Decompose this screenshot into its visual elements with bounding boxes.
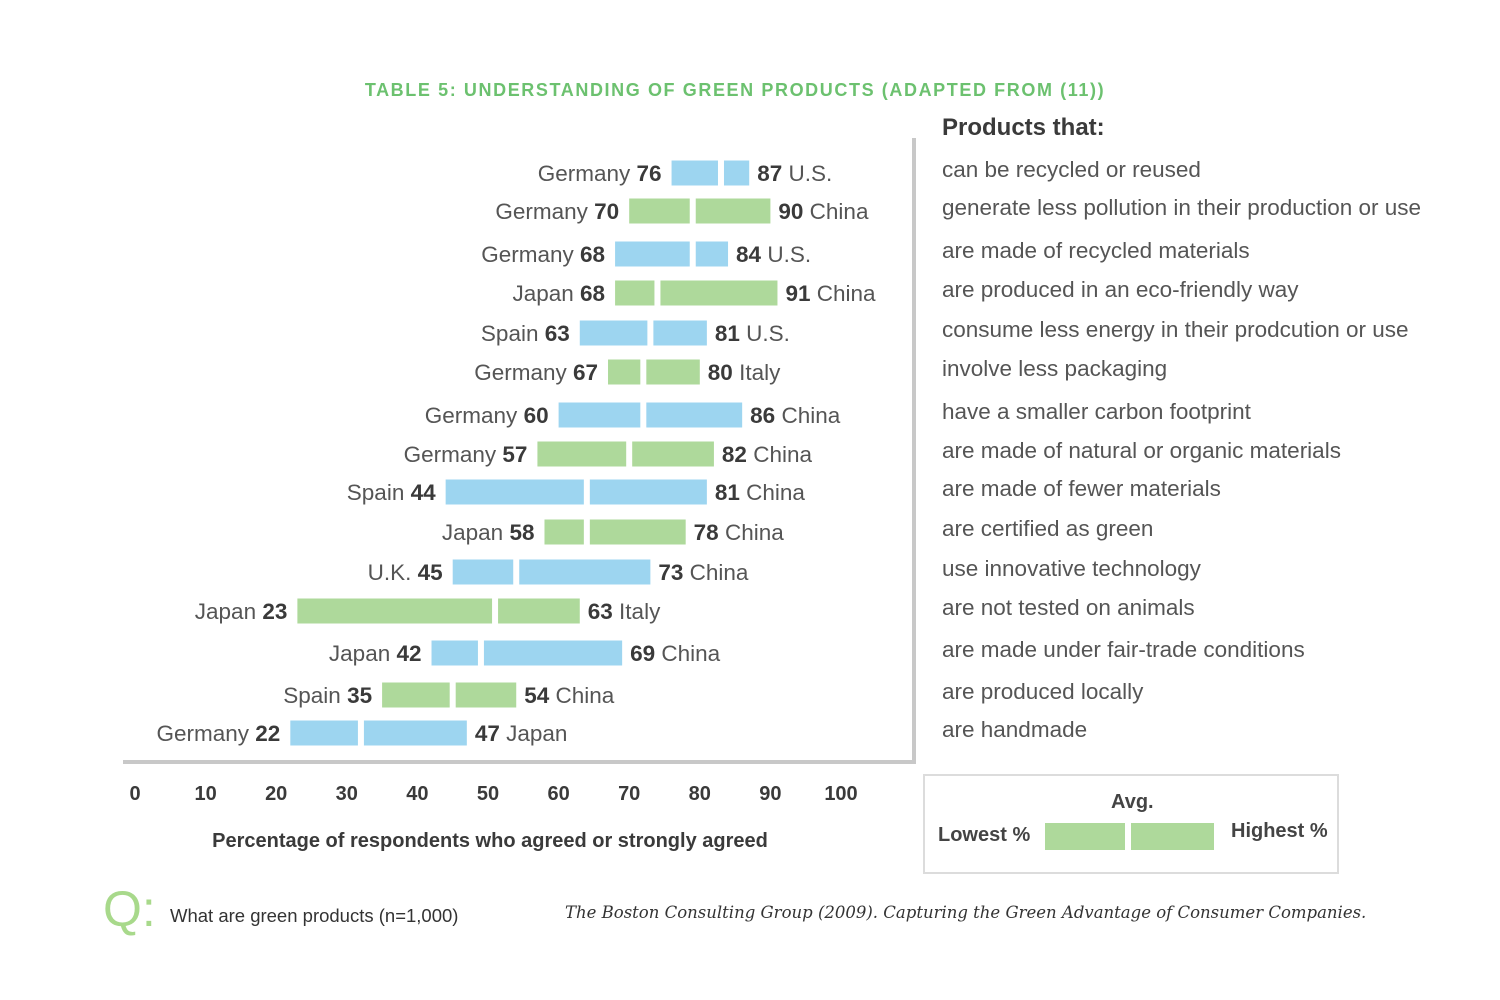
x-tick-label: 30 [336, 783, 358, 805]
bar-avg-to-high [695, 198, 771, 224]
low-value-label: Germany 70 [495, 199, 619, 224]
high-value-label: 81 U.S. [715, 321, 790, 346]
product-description-item: are handmade [942, 717, 1088, 742]
bar-low-to-avg [629, 198, 690, 224]
product-description-item: are produced in an eco-friendly way [942, 277, 1299, 302]
bar-avg-to-high [455, 682, 517, 708]
product-description-item: are produced locally [942, 679, 1144, 704]
source-citation: The Boston Consulting Group (2009). Capt… [565, 903, 1367, 922]
product-description-item: involve less packaging [942, 356, 1168, 381]
legend [923, 774, 1339, 874]
product-description-item: consume less energy in their prodcution … [942, 317, 1409, 342]
bar-low-to-avg [615, 241, 690, 267]
low-value-label: Germany 57 [404, 442, 528, 467]
low-value-label: Germany 68 [481, 242, 605, 267]
low-value-label: Germany 76 [538, 161, 662, 186]
low-value-label: Germany 22 [157, 721, 281, 746]
x-tick-label: 60 [547, 783, 569, 805]
low-value-label: Japan 23 [195, 599, 288, 624]
x-tick-label: 50 [477, 783, 499, 805]
bar-low-to-avg [290, 720, 358, 746]
bar-low-to-avg [579, 320, 648, 346]
bar-avg-to-high [632, 441, 714, 467]
high-value-label: 82 China [722, 442, 813, 467]
low-value-label: Japan 58 [442, 520, 535, 545]
high-value-label: 90 China [778, 199, 869, 224]
bar-low-to-avg [297, 598, 493, 624]
bar-avg-to-high [498, 598, 580, 624]
low-value-label: Germany 60 [425, 403, 549, 428]
bar-avg-to-high [589, 519, 686, 545]
x-tick-label: 0 [129, 783, 140, 805]
bar-low-to-avg [445, 479, 584, 505]
x-tick-label: 70 [618, 783, 640, 805]
product-description-item: generate less pollution in their product… [942, 195, 1422, 220]
high-value-label: 84 U.S. [736, 242, 811, 267]
bar-avg-to-high [483, 640, 623, 666]
high-value-label: 86 China [750, 403, 841, 428]
low-value-label: Japan 42 [329, 641, 422, 666]
high-value-label: 54 China [524, 683, 615, 708]
high-value-label: 73 China [658, 560, 749, 585]
high-value-label: 81 China [715, 480, 806, 505]
bar-low-to-avg [608, 359, 641, 385]
product-description-item: are certified as green [942, 516, 1154, 541]
product-description-item: have a smaller carbon footprint [942, 399, 1251, 424]
high-value-label: 80 Italy [708, 360, 781, 385]
product-description-item: are not tested on animals [942, 595, 1195, 620]
x-tick-label: 10 [194, 783, 216, 805]
product-description-item: are made of fewer materials [942, 476, 1221, 501]
bar-low-to-avg [452, 559, 514, 585]
legend-lowest-label: Lowest % [938, 824, 1031, 846]
product-description-item: are made of recycled materials [942, 238, 1250, 263]
product-description-item: are made of natural or organic materials [942, 438, 1341, 463]
bar-low-to-avg [615, 280, 655, 306]
bar-avg-to-high [723, 160, 750, 186]
product-description-item: use innovative technology [942, 556, 1201, 581]
bar-low-to-avg [537, 441, 627, 467]
low-value-label: U.K. 45 [368, 560, 443, 585]
x-tick-label: 80 [689, 783, 711, 805]
bar-avg-to-high [695, 241, 729, 267]
high-value-label: 47 Japan [475, 721, 568, 746]
legend-avg-label: Avg. [1111, 791, 1154, 813]
high-value-label: 63 Italy [588, 599, 661, 624]
low-value-label: Japan 68 [512, 281, 605, 306]
legend-low-segment [1045, 823, 1125, 850]
bar-avg-to-high [363, 720, 467, 746]
bar-avg-to-high [589, 479, 707, 505]
x-tick-label: 90 [759, 783, 781, 805]
bar-avg-to-high [646, 402, 743, 428]
bar-low-to-avg [671, 160, 718, 186]
product-description-item: can be recycled or reused [942, 157, 1201, 182]
legend-highest-label: Highest % [1231, 820, 1328, 842]
bar-avg-to-high [653, 320, 707, 346]
high-value-label: 78 China [694, 520, 785, 545]
bar-low-to-avg [431, 640, 478, 666]
low-value-label: Spain 44 [347, 480, 436, 505]
low-value-label: Spain 63 [481, 321, 570, 346]
product-description-item: are made under fair-trade conditions [942, 637, 1305, 662]
x-tick-label: 20 [265, 783, 287, 805]
question-text: What are green products (n=1,000) [170, 905, 459, 926]
bar-avg-to-high [646, 359, 700, 385]
bar-low-to-avg [382, 682, 450, 708]
x-axis-title: Percentage of respondents who agreed or … [212, 830, 768, 852]
question-icon: Q: [103, 881, 156, 937]
low-value-label: Spain 35 [283, 683, 372, 708]
bar-avg-to-high [519, 559, 651, 585]
low-value-label: Germany 67 [474, 360, 598, 385]
x-tick-label: 40 [406, 783, 428, 805]
high-value-label: 69 China [630, 641, 721, 666]
x-tick-label: 100 [824, 783, 857, 805]
chart-title: TABLE 5: UNDERSTANDING OF GREEN PRODUCTS… [364, 80, 1106, 100]
legend-high-segment [1131, 823, 1214, 850]
high-value-label: 87 U.S. [757, 161, 832, 186]
products-panel-header: Products that: [942, 114, 1105, 141]
bar-avg-to-high [660, 280, 778, 306]
high-value-label: 91 China [785, 281, 876, 306]
bar-low-to-avg [544, 519, 584, 545]
bar-low-to-avg [558, 402, 641, 428]
